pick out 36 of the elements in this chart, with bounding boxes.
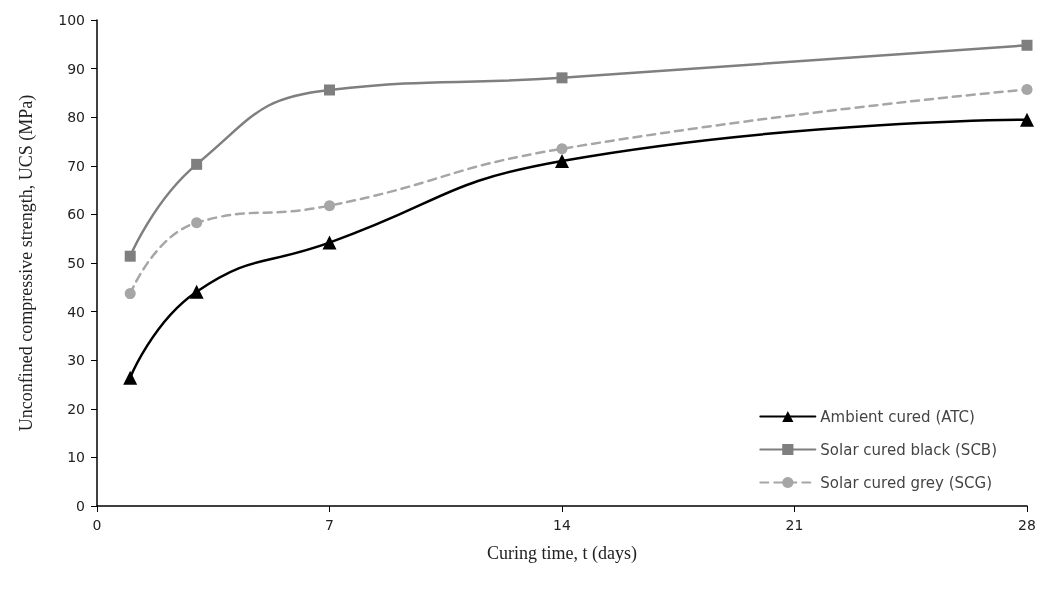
y-tick-label: 100 (58, 12, 85, 28)
x-axis-title: Curing time, t (days) (487, 543, 637, 564)
y-tick-label: 80 (67, 109, 85, 126)
x-tick-label: 7 (325, 517, 334, 533)
y-tick-label: 40 (67, 303, 85, 320)
y-tick-label: 90 (67, 60, 85, 77)
y-tick-label: 50 (67, 255, 85, 271)
point (1021, 39, 1033, 51)
point (555, 153, 569, 168)
point (324, 84, 335, 96)
point (1021, 84, 1033, 95)
point (189, 284, 204, 299)
y-tick-label: 60 (67, 206, 85, 223)
legend-label: Ambient cured (ATC) (820, 407, 975, 426)
x-tick-label: 28 (1018, 517, 1036, 533)
x-tick-label: 14 (553, 517, 571, 533)
point (1020, 112, 1034, 127)
point (556, 72, 568, 84)
legend-label: Solar cured grey (SCG) (820, 473, 992, 492)
point (123, 370, 138, 385)
point (324, 200, 335, 212)
y-tick-label: 20 (67, 400, 85, 417)
legend-label: Solar cured black (SCB) (820, 440, 998, 459)
point (322, 235, 337, 250)
y-tick-label: 10 (67, 449, 85, 466)
y-axis-title: Unconfined compressive strength, UCS (MPa) (16, 94, 37, 432)
point (191, 158, 203, 170)
point (124, 288, 136, 300)
y-tick-label: 30 (67, 352, 85, 369)
y-tick-label: 0 (76, 498, 85, 514)
x-tick-label: 0 (92, 517, 102, 533)
point (124, 250, 136, 262)
point (191, 217, 203, 229)
x-tick-label: 21 (785, 517, 804, 533)
y-tick-label: 70 (67, 157, 85, 174)
point (556, 143, 568, 155)
